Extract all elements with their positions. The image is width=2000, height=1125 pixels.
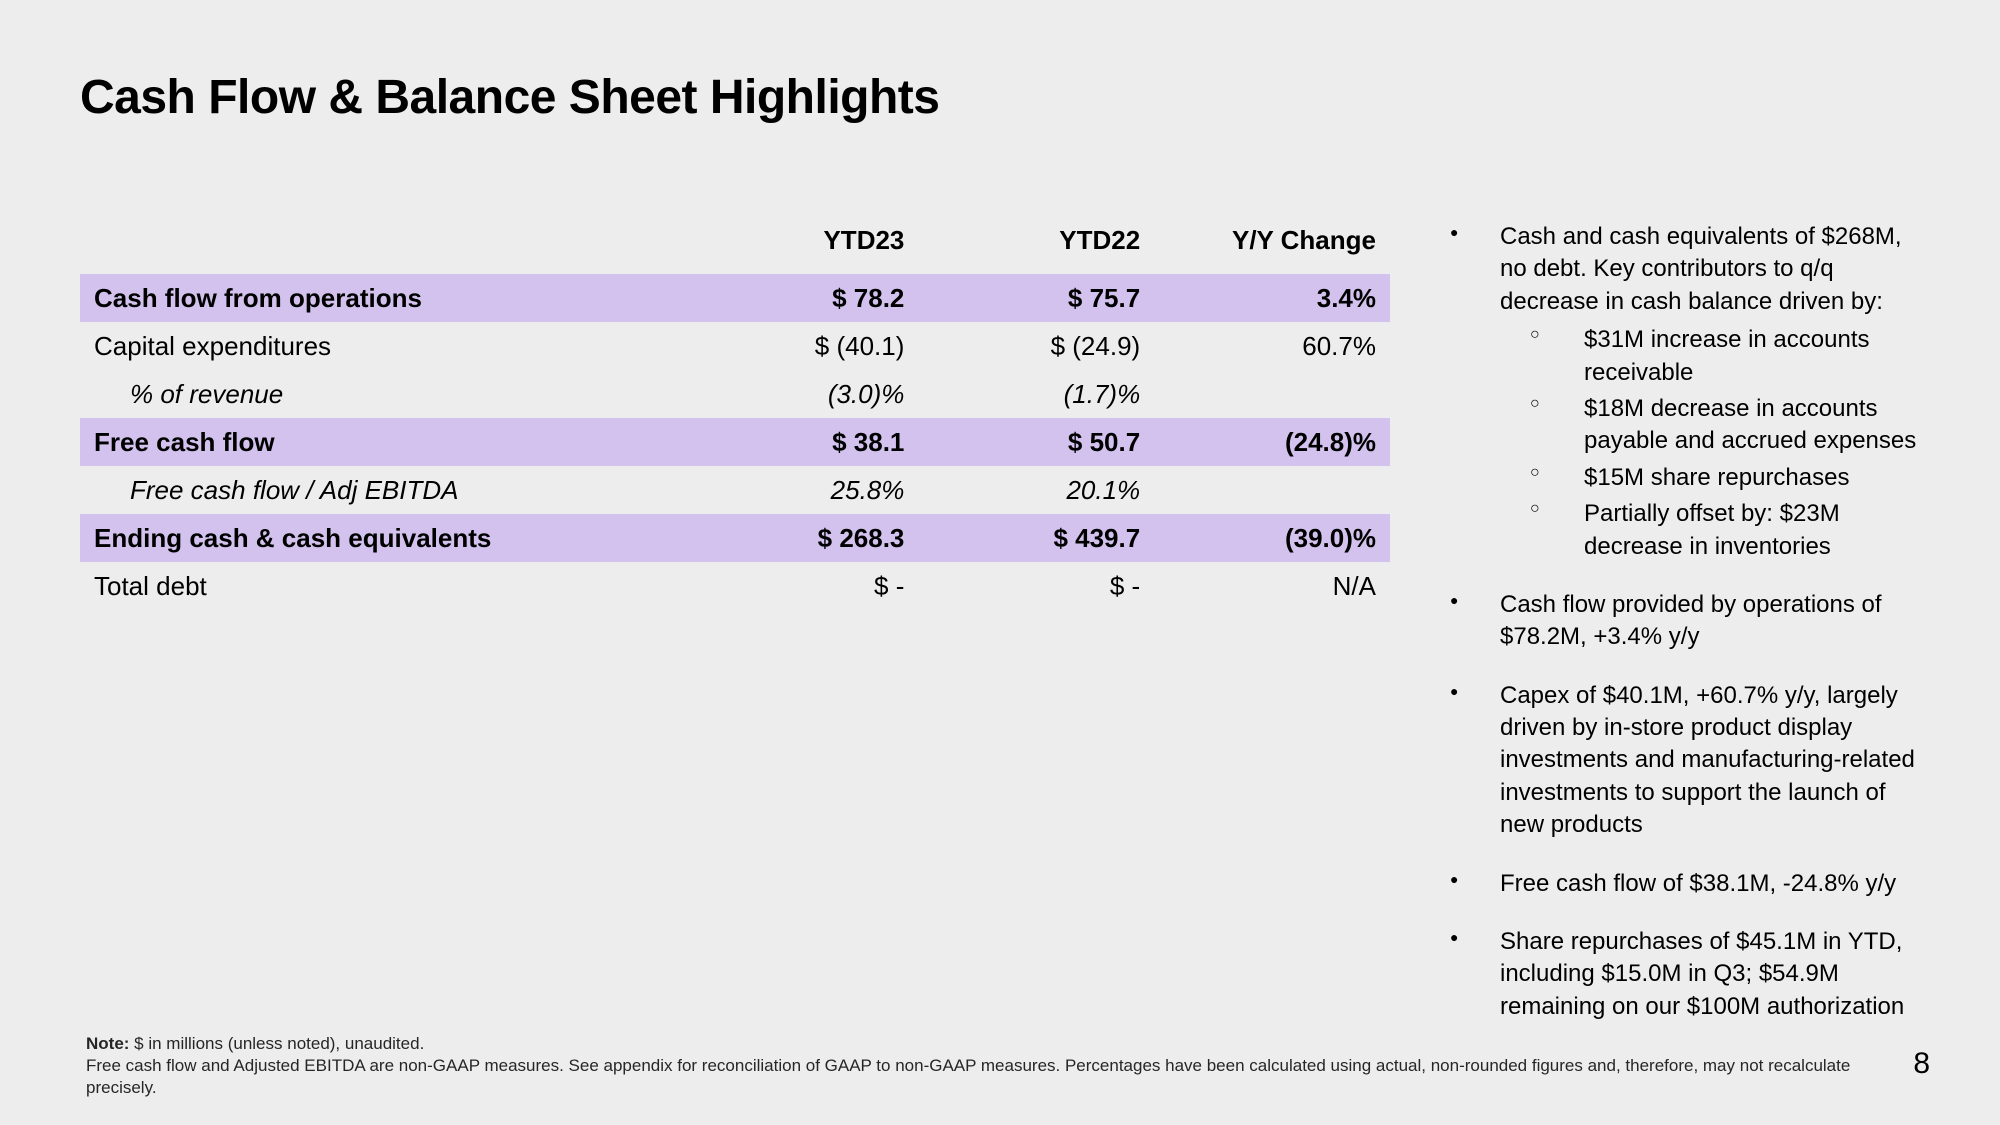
- bullet-text: Cash flow provided by operations of $78.…: [1500, 591, 1882, 650]
- financial-table-wrap: YTD23 YTD22 Y/Y Change Cash flow from op…: [80, 215, 1390, 1049]
- bullet-item: Share repurchases of $45.1M in YTD, incl…: [1440, 926, 1920, 1023]
- table-row: Cash flow from operations$ 78.2$ 75.73.4…: [80, 274, 1390, 322]
- table-cell: $ (24.9): [918, 322, 1154, 370]
- table-cell: $ 439.7: [918, 514, 1154, 562]
- table-cell: (3.0)%: [683, 370, 919, 418]
- table-cell: Capital expenditures: [80, 322, 683, 370]
- bullet-text: Free cash flow of $38.1M, -24.8% y/y: [1500, 870, 1896, 897]
- financial-table: YTD23 YTD22 Y/Y Change Cash flow from op…: [80, 215, 1390, 610]
- footnote-line2: Free cash flow and Adjusted EBITDA are n…: [86, 1056, 1850, 1097]
- table-row: Free cash flow / Adj EBITDA25.8%20.1%: [80, 466, 1390, 514]
- footnote-line1: $ in millions (unless noted), unaudited.: [129, 1034, 424, 1053]
- table-cell: 25.8%: [683, 466, 919, 514]
- table-cell: $ 78.2: [683, 274, 919, 322]
- col-header-ytd22: YTD22: [918, 215, 1154, 274]
- table-cell: 60.7%: [1154, 322, 1390, 370]
- table-row: Ending cash & cash equivalents$ 268.3$ 4…: [80, 514, 1390, 562]
- table-cell: (24.8)%: [1154, 418, 1390, 466]
- table-cell: N/A: [1154, 562, 1390, 610]
- sub-bullet-item: $15M share repurchases: [1500, 462, 1920, 494]
- table-cell: $ 38.1: [683, 418, 919, 466]
- table-cell: Cash flow from operations: [80, 274, 683, 322]
- table-cell: $ 268.3: [683, 514, 919, 562]
- footnote-label: Note:: [86, 1034, 129, 1053]
- bullet-text: Capex of $40.1M, +60.7% y/y, largely dri…: [1500, 682, 1915, 839]
- table-cell: (1.7)%: [918, 370, 1154, 418]
- sub-bullet-item: Partially offset by: $23M decrease in in…: [1500, 498, 1920, 563]
- footnote: Note: $ in millions (unless noted), unau…: [86, 1033, 1906, 1099]
- table-cell: 3.4%: [1154, 274, 1390, 322]
- table-cell: $ 75.7: [918, 274, 1154, 322]
- table-header-row: YTD23 YTD22 Y/Y Change: [80, 215, 1390, 274]
- slide: Cash Flow & Balance Sheet Highlights YTD…: [0, 0, 2000, 1125]
- table-cell: $ 50.7: [918, 418, 1154, 466]
- bullet-text: Cash and cash equivalents of $268M, no d…: [1500, 223, 1902, 315]
- table-cell: % of revenue: [80, 370, 683, 418]
- table-cell: Total debt: [80, 562, 683, 610]
- table-row: Free cash flow$ 38.1$ 50.7(24.8)%: [80, 418, 1390, 466]
- page-title: Cash Flow & Balance Sheet Highlights: [80, 70, 1920, 125]
- page-number: 8: [1913, 1047, 1930, 1081]
- col-header-ytd23: YTD23: [683, 215, 919, 274]
- commentary-bullets: Cash and cash equivalents of $268M, no d…: [1440, 215, 1920, 1049]
- bullet-item: Cash and cash equivalents of $268M, no d…: [1440, 221, 1920, 563]
- col-header-yy: Y/Y Change: [1154, 215, 1390, 274]
- table-cell: $ -: [683, 562, 919, 610]
- table-cell: 20.1%: [918, 466, 1154, 514]
- table-cell: [1154, 466, 1390, 514]
- sub-bullet-list: $31M increase in accounts receivable$18M…: [1500, 324, 1920, 563]
- bullet-item: Capex of $40.1M, +60.7% y/y, largely dri…: [1440, 680, 1920, 842]
- bullet-list: Cash and cash equivalents of $268M, no d…: [1440, 221, 1920, 1023]
- bullet-text: Share repurchases of $45.1M in YTD, incl…: [1500, 928, 1904, 1020]
- bullet-item: Free cash flow of $38.1M, -24.8% y/y: [1440, 868, 1920, 900]
- table-row: % of revenue(3.0)%(1.7)%: [80, 370, 1390, 418]
- content-row: YTD23 YTD22 Y/Y Change Cash flow from op…: [80, 215, 1920, 1049]
- bullet-item: Cash flow provided by operations of $78.…: [1440, 589, 1920, 654]
- table-body: Cash flow from operations$ 78.2$ 75.73.4…: [80, 274, 1390, 610]
- table-cell: (39.0)%: [1154, 514, 1390, 562]
- table-cell: Free cash flow: [80, 418, 683, 466]
- table-cell: Free cash flow / Adj EBITDA: [80, 466, 683, 514]
- col-header-label: [80, 215, 683, 274]
- table-row: Capital expenditures$ (40.1)$ (24.9)60.7…: [80, 322, 1390, 370]
- sub-bullet-item: $18M decrease in accounts payable and ac…: [1500, 393, 1920, 458]
- sub-bullet-item: $31M increase in accounts receivable: [1500, 324, 1920, 389]
- table-cell: $ -: [918, 562, 1154, 610]
- table-cell: Ending cash & cash equivalents: [80, 514, 683, 562]
- table-cell: $ (40.1): [683, 322, 919, 370]
- table-row: Total debt$ -$ -N/A: [80, 562, 1390, 610]
- table-cell: [1154, 370, 1390, 418]
